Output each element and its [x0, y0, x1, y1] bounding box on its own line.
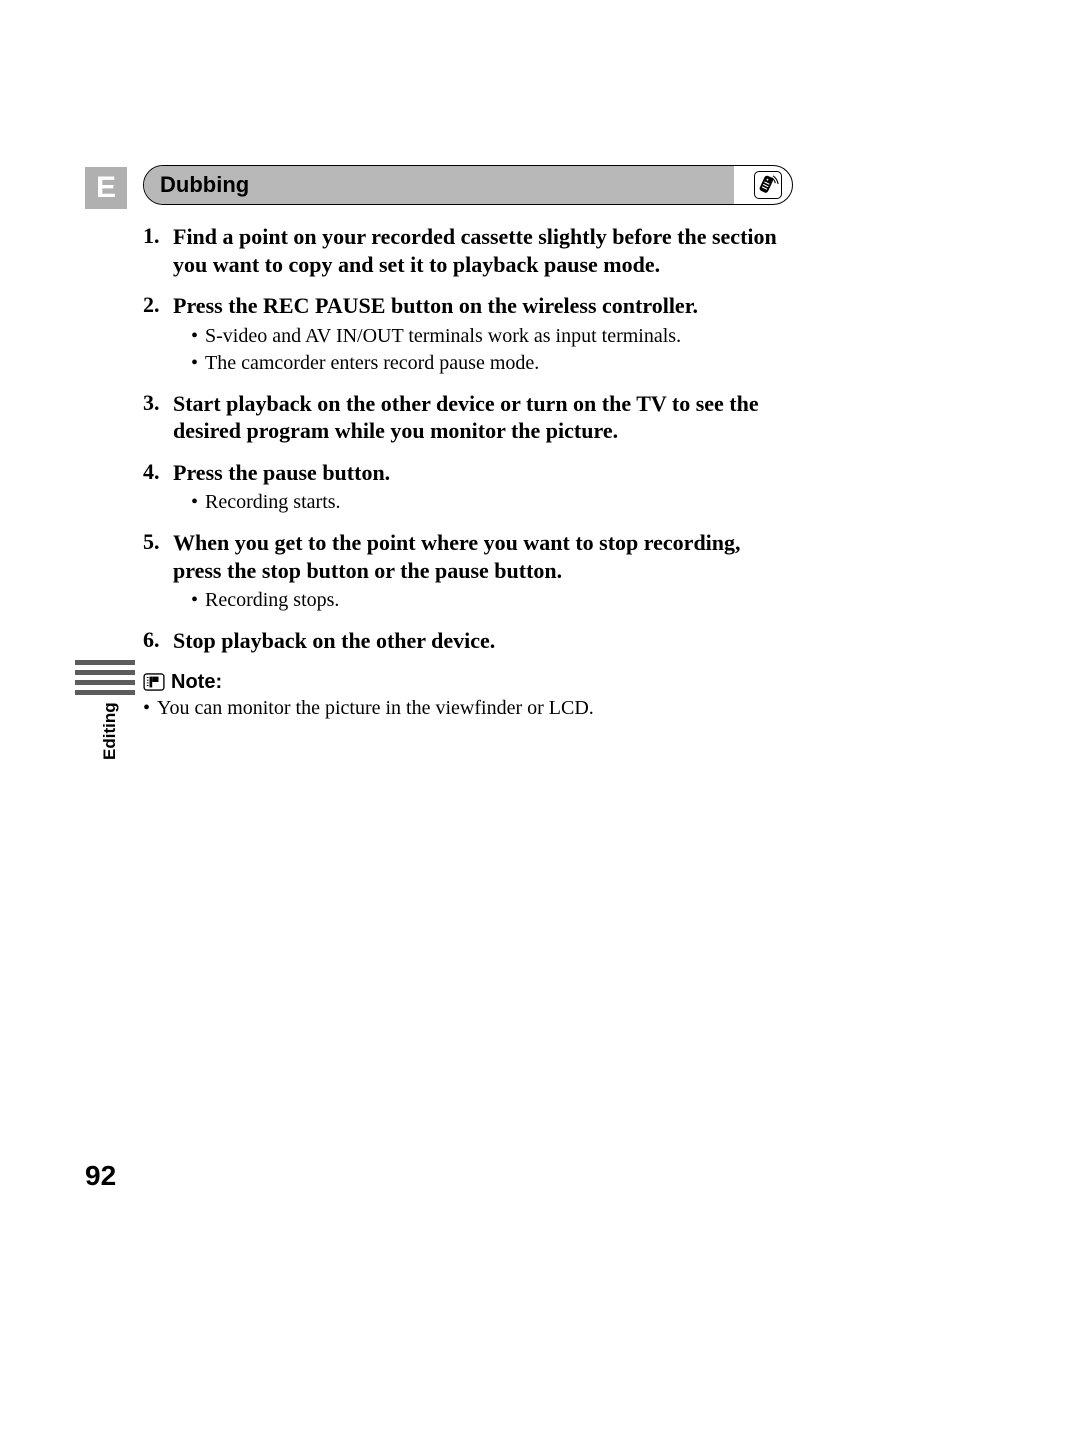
- step-sub-list: S-video and AV IN/OUT terminals work as …: [191, 324, 793, 376]
- step-item: Stop playback on the other device.: [143, 627, 793, 655]
- language-badge: E: [85, 167, 127, 209]
- step-text: Press the REC PAUSE button on the wirele…: [173, 292, 793, 320]
- step-sub-item: Recording starts.: [191, 490, 793, 515]
- step-sub-item: Recording stops.: [191, 588, 793, 613]
- edge-bars: [75, 660, 135, 700]
- step-item: When you get to the point where you want…: [143, 529, 793, 613]
- note-label: Note:: [171, 671, 222, 694]
- step-sub-item: S-video and AV IN/OUT terminals work as …: [191, 324, 793, 349]
- note-block: Note: You can monitor the picture in the…: [143, 671, 793, 721]
- step-sub-list: Recording stops.: [191, 588, 793, 613]
- page-number: 92: [85, 1160, 116, 1192]
- section-title: Dubbing: [144, 172, 249, 198]
- step-sub-item: The camcorder enters record pause mode.: [191, 351, 793, 376]
- section-tab-label: Editing: [100, 702, 120, 760]
- main-content: Dubbing Find a point on your recorded ca…: [143, 165, 793, 721]
- edge-bar: [75, 670, 135, 675]
- manual-page: E Editing 92 Dubbing: [0, 0, 1080, 1443]
- step-text: When you get to the point where you want…: [173, 529, 793, 584]
- edge-bar: [75, 660, 135, 665]
- step-item: Press the pause button. Recording starts…: [143, 459, 793, 516]
- step-text: Stop playback on the other device.: [173, 627, 793, 655]
- step-text: Start playback on the other device or tu…: [173, 390, 793, 445]
- step-item: Start playback on the other device or tu…: [143, 390, 793, 445]
- step-text: Find a point on your recorded cassette s…: [173, 223, 793, 278]
- note-item: You can monitor the picture in the viewf…: [143, 696, 793, 721]
- note-heading: Note:: [143, 671, 793, 694]
- step-item: Find a point on your recorded cassette s…: [143, 223, 793, 278]
- section-header: Dubbing: [143, 165, 793, 205]
- step-item: Press the REC PAUSE button on the wirele…: [143, 292, 793, 376]
- note-icon: [143, 673, 165, 691]
- edge-bar: [75, 690, 135, 695]
- remote-controller-icon: [754, 171, 782, 199]
- steps-list: Find a point on your recorded cassette s…: [143, 223, 793, 655]
- step-text: Press the pause button.: [173, 459, 793, 487]
- remote-icon-svg: [757, 174, 779, 196]
- language-badge-letter: E: [96, 171, 116, 205]
- step-sub-list: Recording starts.: [191, 490, 793, 515]
- note-list: You can monitor the picture in the viewf…: [143, 696, 793, 721]
- edge-bar: [75, 680, 135, 685]
